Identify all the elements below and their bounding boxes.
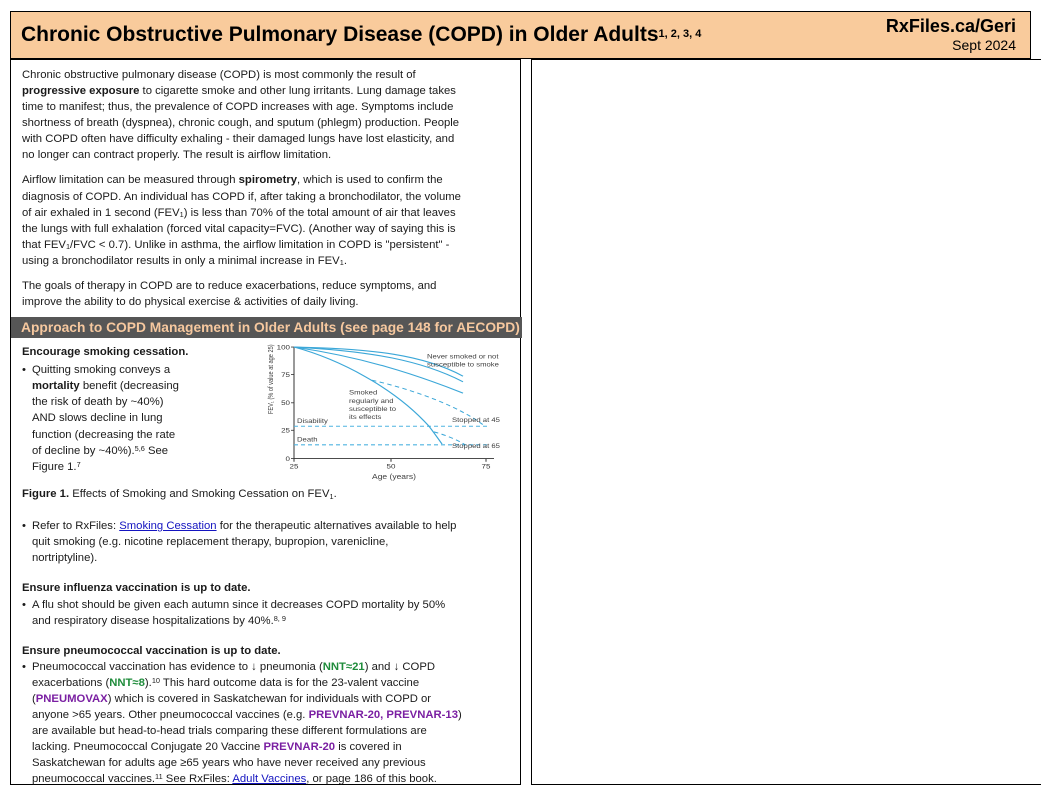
svg-text:Age (years): Age (years) — [372, 473, 416, 481]
svg-text:FEV₁ (% of value at age 25): FEV₁ (% of value at age 25) — [268, 345, 276, 415]
svg-text:50: 50 — [387, 462, 396, 470]
svg-text:75: 75 — [482, 462, 491, 470]
svg-text:25: 25 — [290, 462, 299, 470]
svg-text:100: 100 — [277, 343, 290, 351]
svg-text:regularly and: regularly and — [349, 399, 394, 405]
svg-text:Stopped at 45: Stopped at 45 — [452, 418, 500, 424]
svg-text:Death: Death — [297, 437, 318, 443]
svg-text:75: 75 — [281, 371, 290, 379]
svg-text:25: 25 — [281, 427, 290, 435]
svg-text:Disability: Disability — [297, 419, 328, 425]
svg-text:Never smoked or not: Never smoked or not — [427, 354, 499, 360]
svg-text:its effects: its effects — [349, 415, 382, 421]
svg-text:Stopped at 65: Stopped at 65 — [452, 444, 500, 450]
svg-text:susceptible to: susceptible to — [349, 407, 396, 413]
svg-text:50: 50 — [281, 399, 290, 407]
svg-text:Smoked: Smoked — [349, 390, 377, 396]
svg-text:susceptible to smoke: susceptible to smoke — [427, 362, 499, 368]
